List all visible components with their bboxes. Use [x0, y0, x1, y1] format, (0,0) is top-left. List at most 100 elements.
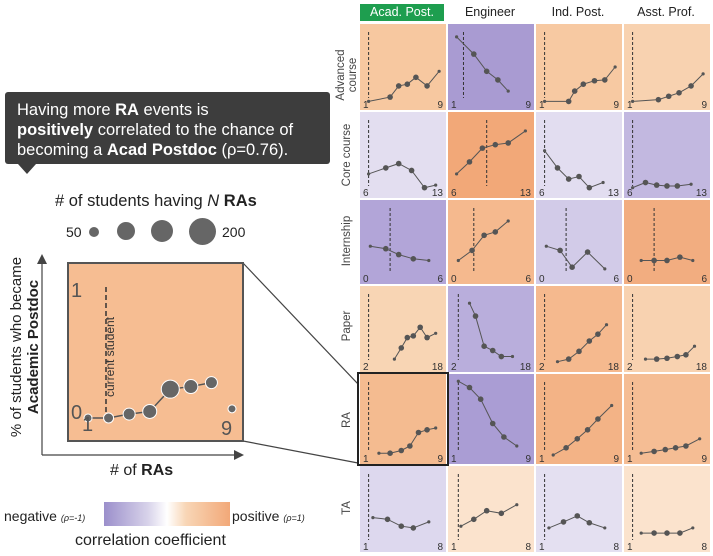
cell-point-r4-c2-3 — [584, 427, 591, 433]
cell-point-r4-c0-0 — [377, 451, 381, 455]
cell-point-r4-c0-3 — [407, 443, 413, 449]
zoom-point-2 — [103, 412, 115, 424]
cell-xmin-r2-c1: 0 — [451, 274, 457, 285]
cell-point-r1-c1-1 — [466, 159, 473, 165]
cell-point-r2-c0-2 — [395, 251, 402, 258]
cell-bg-r0-c1 — [448, 24, 534, 110]
size-legend-title: # of students having N RAs — [55, 192, 257, 210]
cell-point-r5-c0-3 — [410, 525, 417, 531]
cell-xmax-r1-c2: 13 — [608, 188, 620, 199]
cell-point-r3-c1-4 — [498, 353, 505, 360]
cell-xmin-r4-c2: 1 — [539, 454, 545, 465]
cell-xmin-r4-c0: 1 — [363, 454, 369, 465]
cell-point-r5-c2-4 — [603, 526, 607, 530]
cell-bg-r3-c1 — [448, 286, 534, 372]
column-header-ind-post[interactable]: Ind. Post. — [551, 5, 605, 19]
cell-point-r5-c0-0 — [371, 516, 375, 520]
size-legend-dot-1 — [89, 227, 99, 237]
cell-point-r2-c0-4 — [427, 258, 431, 263]
cell-line-r0-c3 — [632, 73, 704, 102]
cell-point-r1-c2-4 — [586, 184, 593, 191]
cell-point-r0-c0-4 — [413, 74, 419, 81]
cell-point-r4-c3-2 — [662, 446, 669, 453]
cell-bg-r3-c0 — [360, 286, 446, 372]
cell-xmax-r0-c1: 9 — [525, 100, 531, 111]
cell-point-r0-c3-4 — [688, 83, 694, 89]
zoom-point-7 — [204, 376, 218, 390]
cell-point-r3-c2-2 — [576, 348, 582, 355]
cell-xmax-r5-c0: 8 — [437, 542, 443, 553]
cell-xmin-r1-c2: 6 — [539, 188, 545, 199]
size-legend-dot-4 — [189, 218, 216, 245]
cell-point-r1-c0-2 — [395, 160, 402, 167]
cell-bg-r4-c2 — [536, 374, 622, 464]
cell-point-r3-c3-0 — [643, 357, 648, 361]
zoom-x-max-tick: 9 — [221, 418, 233, 440]
cell-xmin-r4-c3: 1 — [627, 454, 633, 465]
cell-point-r5-c1-0 — [459, 524, 463, 528]
cell-bg-r5-c0 — [360, 466, 446, 552]
cell-xmin-r3-c2: 2 — [539, 362, 545, 373]
cell-point-r2-c1-0 — [456, 258, 460, 263]
cell-xmax-r3-c3: 18 — [696, 362, 708, 373]
cell-point-r0-c2-4 — [591, 77, 598, 84]
cell-point-r4-c3-3 — [672, 445, 679, 451]
cell-point-r3-c0-4 — [417, 324, 424, 331]
cell-point-r1-c1-0 — [455, 172, 459, 176]
cell-point-r2-c1-1 — [469, 247, 475, 254]
cell-xmin-r0-c3: 1 — [627, 100, 633, 111]
cell-point-r4-c3-0 — [639, 451, 643, 455]
cell-point-r1-c3-3 — [664, 183, 670, 189]
cell-point-r0-c0-2 — [395, 83, 402, 89]
cell-bg-r0-c2 — [536, 24, 622, 110]
cell-point-r3-c2-0 — [555, 360, 560, 364]
size-legend-dot-3 — [151, 220, 173, 242]
column-header-engineer[interactable]: Engineer — [464, 5, 516, 19]
cell-point-r1-c0-5 — [434, 183, 438, 187]
cell-point-r0-c0-3 — [404, 81, 411, 87]
cell-point-r1-c0-4 — [421, 184, 428, 191]
cell-point-r2-c3-2 — [664, 257, 670, 264]
cell-point-r3-c1-3 — [489, 347, 496, 354]
zoom-series — [83, 376, 237, 424]
zoom-point-3 — [122, 407, 136, 421]
cell-point-r2-c3-4 — [691, 258, 695, 263]
cell-point-r3-c3-5 — [692, 344, 697, 348]
cell-bg-r2-c2 — [536, 200, 622, 284]
cell-bg-r5-c2 — [536, 466, 622, 552]
cell-point-r4-c2-0 — [551, 453, 555, 457]
cell-point-r1-c3-4 — [674, 183, 681, 189]
cell-point-r0-c3-2 — [665, 93, 672, 100]
cell-xmin-r3-c0: 2 — [363, 362, 369, 373]
size-legend-min: 50 — [66, 224, 82, 240]
cell-point-r4-c0-1 — [387, 450, 393, 457]
column-header-acad-post[interactable]: Acad. Post. — [360, 4, 444, 21]
legend-title: correlation coefficient — [75, 532, 226, 549]
cell-xmin-r5-c1: 1 — [451, 542, 457, 553]
cell-point-r1-c2-2 — [565, 176, 572, 182]
cell-xmax-r3-c2: 18 — [608, 362, 620, 373]
cell-point-r5-c1-4 — [515, 503, 519, 507]
callout-line-2: positively correlated to the chance of — [17, 121, 294, 139]
cell-xmax-r2-c2: 6 — [613, 274, 619, 285]
cell-point-r1-c3-2 — [653, 182, 660, 188]
highlight-cell-frame — [357, 372, 449, 466]
cell-point-r3-c0-1 — [398, 345, 405, 351]
cell-point-r3-c1-2 — [481, 343, 487, 350]
cell-bg-r1-c0 — [360, 112, 446, 198]
cell-point-r3-c3-1 — [653, 356, 660, 362]
column-header-asst-prof[interactable]: Asst. Prof. — [637, 5, 695, 19]
cell-point-r3-c0-6 — [434, 331, 438, 335]
cell-point-r1-c3-0 — [631, 186, 635, 190]
cell-bg-r2-c3 — [624, 200, 710, 284]
cell-xmin-r2-c2: 0 — [539, 274, 545, 285]
cell-point-r0-c1-2 — [483, 68, 490, 75]
cell-xmin-r2-c0: 0 — [363, 274, 369, 285]
cell-xmax-r2-c3: 6 — [701, 274, 707, 285]
cell-point-r5-c2-0 — [547, 526, 551, 530]
cell-xmax-r5-c2: 8 — [613, 542, 619, 553]
zoom-point-5 — [160, 379, 180, 399]
cell-point-r5-c3-2 — [664, 530, 670, 536]
size-legend-max: 200 — [222, 224, 246, 240]
cell-point-r5-c3-0 — [639, 531, 643, 535]
